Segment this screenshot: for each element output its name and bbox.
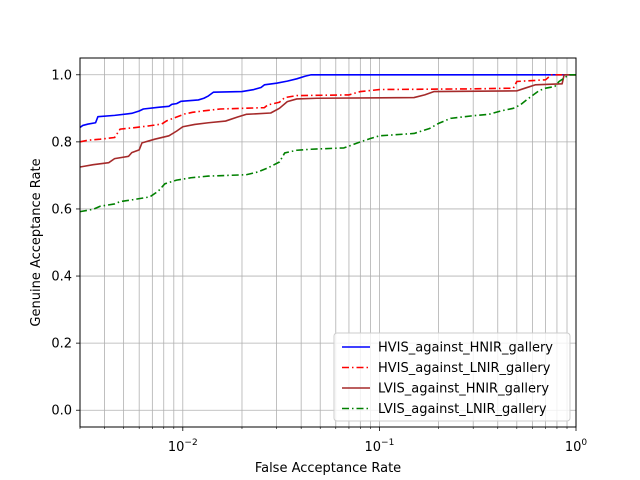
y-tick-label: 0.2 xyxy=(51,337,72,352)
legend: HVIS_against_HNIR_gallery HVIS_against_LN… xyxy=(333,332,571,422)
y-tick-label: 0.4 xyxy=(51,270,72,285)
x-tick-label: 10−2 xyxy=(168,438,198,455)
legend-label-1: HVIS_against_HNIR_gallery xyxy=(378,341,553,356)
x-tick-label: 10−1 xyxy=(364,438,394,455)
y-axis-label: Genuine Acceptance Rate xyxy=(29,158,44,326)
legend-label-2: HVIS_against_LNIR_gallery xyxy=(378,361,551,376)
series-line-1 xyxy=(80,73,576,129)
legend-label-3: LVIS_against_HNIR_gallery xyxy=(378,382,549,397)
series-line-3 xyxy=(80,73,576,168)
y-tick-label: 1.0 xyxy=(51,68,72,83)
y-axis: 0.0 0.2 0.4 0.6 0.8 1.0 xyxy=(51,68,80,419)
y-tick-label: 0.8 xyxy=(51,135,72,150)
y-tick-label: 0.0 xyxy=(51,404,72,419)
y-tick-label: 0.6 xyxy=(51,202,72,217)
plot-area xyxy=(80,73,576,213)
series-line-2 xyxy=(80,73,576,143)
axes-frame xyxy=(79,57,577,428)
series-line-4 xyxy=(80,73,576,213)
x-tick-label: 100 xyxy=(565,438,588,455)
legend-label-4: LVIS_against_LNIR_gallery xyxy=(378,402,547,417)
legend-box xyxy=(333,332,571,422)
x-axis: 10−2 10−1 100 xyxy=(79,427,588,455)
x-axis-label: False Acceptance Rate xyxy=(255,461,401,476)
